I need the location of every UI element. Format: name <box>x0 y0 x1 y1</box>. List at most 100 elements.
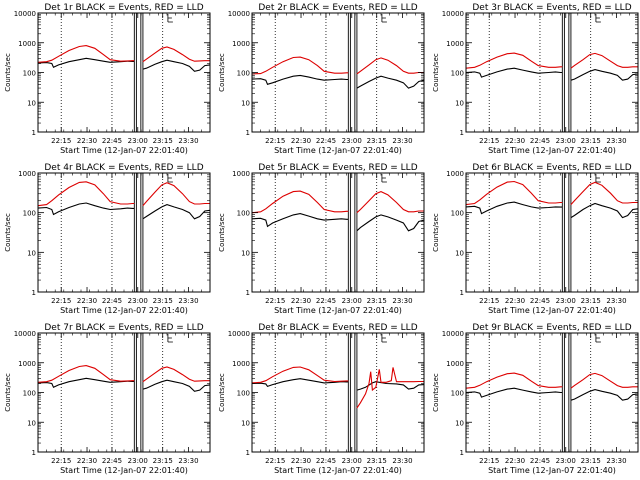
x-axis-label: Start Time (12-Jan-07 22:01:40) <box>488 466 616 475</box>
x-tick-label: 22:45 <box>102 137 122 145</box>
y-tick-label: 1 <box>246 129 250 137</box>
x-tick-label: 23:15 <box>153 297 173 305</box>
y-tick-label: 10000 <box>14 330 36 338</box>
y-tick-label: 1 <box>246 449 250 457</box>
lld-series-line <box>356 190 424 214</box>
events-series-line <box>356 381 425 391</box>
y-tick-label: 10000 <box>442 330 464 338</box>
events-series-line <box>465 201 563 215</box>
y-tick-label: 1000 <box>18 40 36 48</box>
lld-series-line <box>142 182 210 207</box>
y-tick-label: 1 <box>460 289 464 297</box>
y-tick-label: 1000 <box>232 360 250 368</box>
x-tick-label: 23:00 <box>342 297 362 305</box>
x-tick-label: 22:30 <box>291 297 311 305</box>
y-tick-label: 10 <box>455 419 464 427</box>
y-tick-label: 1 <box>460 129 464 137</box>
segment-marker <box>381 174 387 183</box>
chart-title: Det 1r BLACK = Events, RED = LLD <box>44 3 203 13</box>
events-series-line <box>37 202 135 216</box>
y-tick-label: 1000 <box>18 360 36 368</box>
y-tick-label: 100 <box>451 390 464 398</box>
y-tick-label: 10 <box>241 419 250 427</box>
y-tick-label: 100 <box>23 70 36 78</box>
x-tick-label: 22:15 <box>51 457 71 465</box>
x-axis-label: Start Time (12-Jan-07 22:01:40) <box>488 146 616 155</box>
events-series-line <box>142 204 211 220</box>
lld-series-line <box>251 190 349 214</box>
lld-series-line <box>37 365 135 383</box>
y-tick-label: 1000 <box>232 40 250 48</box>
x-tick-label: 23:00 <box>342 457 362 465</box>
x-tick-label: 23:15 <box>153 457 173 465</box>
events-series-line <box>251 378 349 388</box>
x-tick-label: 23:15 <box>367 137 387 145</box>
x-tick-label: 22:15 <box>479 297 499 305</box>
y-axis-label: Counts/sec <box>432 373 440 412</box>
y-tick-label: 10 <box>27 249 36 257</box>
y-tick-label: 1 <box>32 129 36 137</box>
y-tick-label: 1 <box>32 289 36 297</box>
x-tick-label: 23:30 <box>392 137 412 145</box>
x-tick-label: 22:15 <box>479 457 499 465</box>
x-tick-label: 23:30 <box>178 457 198 465</box>
x-tick-label: 22:15 <box>265 137 285 145</box>
lld-series-line <box>465 372 563 389</box>
x-tick-label: 22:45 <box>530 297 550 305</box>
x-tick-label: 22:45 <box>530 137 550 145</box>
x-tick-label: 23:00 <box>128 137 148 145</box>
chart-title: Det 5r BLACK = Events, RED = LLD <box>258 163 417 173</box>
y-tick-label: 10000 <box>228 10 250 18</box>
y-tick-label: 10 <box>241 249 250 257</box>
x-tick-label: 23:15 <box>581 457 601 465</box>
y-tick-label: 100 <box>23 210 36 218</box>
segment-marker <box>381 334 387 343</box>
y-tick-label: 1 <box>460 449 464 457</box>
lld-series-line <box>37 181 135 207</box>
x-tick-label: 23:30 <box>606 297 626 305</box>
y-tick-label: 1 <box>246 289 250 297</box>
x-tick-label: 22:30 <box>77 137 97 145</box>
detector-panel-9: Det 9r BLACK = Events, RED = LLD Counts/s… <box>432 323 639 475</box>
y-tick-label: 100 <box>451 70 464 78</box>
x-tick-label: 22:15 <box>265 457 285 465</box>
x-tick-label: 23:30 <box>606 137 626 145</box>
x-tick-label: 23:15 <box>367 297 387 305</box>
x-tick-label: 22:30 <box>77 297 97 305</box>
x-tick-label: 22:45 <box>530 457 550 465</box>
x-tick-label: 23:00 <box>556 297 576 305</box>
y-tick-label: 100 <box>237 70 250 78</box>
x-tick-label: 22:30 <box>505 297 525 305</box>
y-tick-label: 10 <box>27 419 36 427</box>
y-tick-label: 10 <box>27 99 36 107</box>
events-series-line <box>356 75 425 89</box>
detector-panel-4: Det 4r BLACK = Events, RED = LLD Counts/s… <box>4 163 211 315</box>
x-tick-label: 23:30 <box>392 457 412 465</box>
x-tick-label: 23:00 <box>342 137 362 145</box>
detector-panel-1: Det 1r BLACK = Events, RED = LLD Counts/s… <box>4 3 211 155</box>
y-axis-label: Counts/sec <box>218 53 226 92</box>
events-series-line <box>142 379 211 392</box>
chart-title: Det 2r BLACK = Events, RED = LLD <box>258 3 417 13</box>
y-axis-label: Counts/sec <box>432 53 440 92</box>
x-tick-label: 23:15 <box>581 297 601 305</box>
x-tick-label: 22:30 <box>505 457 525 465</box>
lld-series-line <box>570 181 638 205</box>
lld-series-line <box>465 180 563 206</box>
events-series-line <box>356 214 425 232</box>
y-tick-label: 1 <box>32 449 36 457</box>
x-axis-label: Start Time (12-Jan-07 22:01:40) <box>274 306 402 315</box>
y-tick-label: 1000 <box>446 40 464 48</box>
x-tick-label: 22:15 <box>51 297 71 305</box>
x-tick-label: 23:00 <box>556 137 576 145</box>
segment-marker <box>595 14 601 23</box>
x-tick-label: 23:00 <box>128 297 148 305</box>
y-axis-label: Counts/sec <box>432 213 440 252</box>
x-tick-label: 22:15 <box>51 137 71 145</box>
x-tick-label: 22:30 <box>505 137 525 145</box>
x-tick-label: 23:30 <box>392 297 412 305</box>
chart-title: Det 8r BLACK = Events, RED = LLD <box>258 323 417 333</box>
x-tick-label: 23:00 <box>556 457 576 465</box>
x-tick-label: 23:15 <box>367 457 387 465</box>
y-axis-label: Counts/sec <box>4 53 12 92</box>
